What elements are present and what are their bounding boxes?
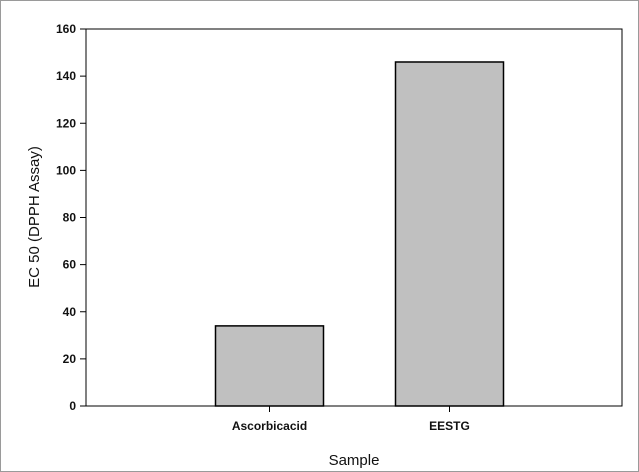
y-tick-label: 60: [63, 258, 77, 272]
bar-eestg: [394, 61, 505, 407]
y-tick-label: 140: [56, 69, 76, 83]
y-tick-label: 0: [69, 399, 76, 413]
y-tick-label: 120: [56, 116, 76, 130]
x-axis-title: Sample: [329, 452, 380, 469]
y-axis-title: EC 50 (DPPH Assay): [26, 146, 43, 288]
x-tick-label: EESTG: [429, 419, 470, 433]
y-tick-label: 100: [56, 163, 76, 177]
y-tick-label: 40: [63, 305, 77, 319]
y-tick-label: 80: [63, 211, 77, 225]
x-tick-label: Ascorbicacid: [232, 419, 307, 433]
y-tick-label: 160: [56, 22, 76, 36]
x-axis-ticks: Ascorbicacid EESTG: [232, 406, 470, 433]
y-axis-ticks: 0 20 40 60 80 100 120 140 160: [56, 22, 86, 413]
plot-area-frame: [85, 28, 623, 407]
y-tick-label: 20: [63, 352, 77, 366]
bar-ascorbicacid: [214, 325, 325, 407]
bars-group: [214, 61, 505, 407]
